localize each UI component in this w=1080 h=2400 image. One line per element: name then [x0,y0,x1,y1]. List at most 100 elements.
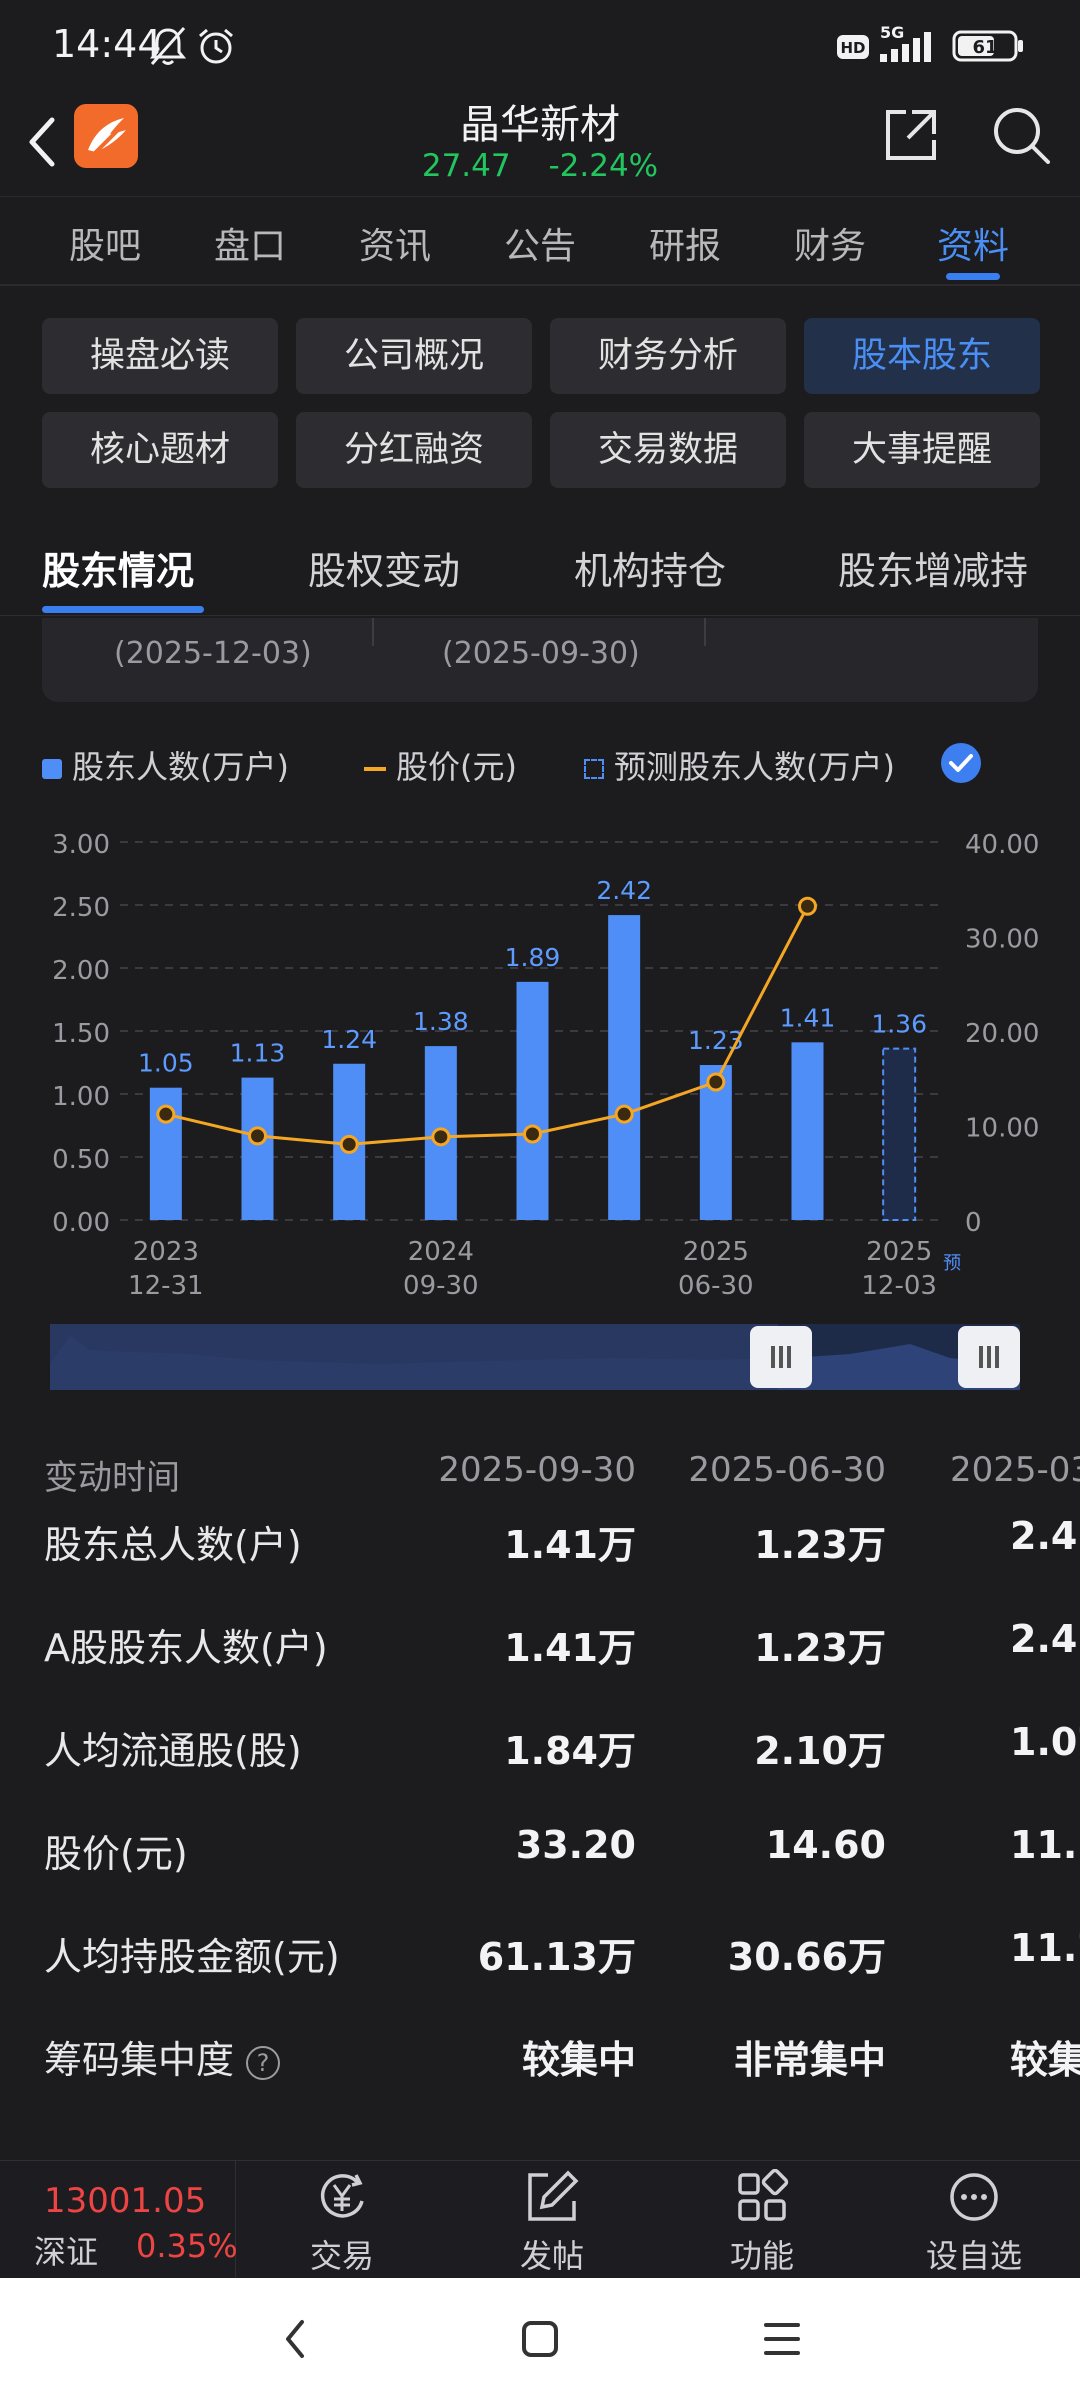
x-tick-label: 2023 [133,1237,199,1267]
row-label: 筹码集中度? [44,2029,281,2084]
chip-hexin-ticai[interactable]: 核心题材 [42,412,278,488]
subtab-jigou-chicang[interactable]: 机构持仓 [574,549,727,593]
legend-price[interactable]: 股价(元) [364,742,517,788]
subtab-guquan-biandong[interactable]: 股权变动 [308,549,461,593]
chip-guben-gudong[interactable]: 股本股东 [804,318,1040,394]
system-back-icon[interactable] [278,2316,314,2362]
chip-gongsi[interactable]: 公司概况 [296,318,532,394]
stock-change: -2.24% [548,148,659,184]
chip-caopan[interactable]: 操盘必读 [42,318,278,394]
main-tab-indicator [946,273,1000,280]
search-icon[interactable] [990,104,1052,166]
row-label: 股价(元) [44,1823,188,1878]
row-value: 1.41万 [504,1523,636,1567]
tab-zixun[interactable]: 资讯 [358,226,431,267]
sub-tabs: 股东情况 股权变动 机构持仓 股东增减持 [0,520,1080,616]
y-left-tick-label: 2.00 [52,956,110,986]
grid-apps-icon [738,2169,789,2221]
price-point [248,1126,267,1146]
bar-value-label: 2.42 [596,876,652,905]
tab-caiwu[interactable]: 财务 [793,226,866,267]
header: 晶华新材 27.47 -2.24% [0,92,1080,196]
nav-functions-button[interactable]: 功能 [682,2161,842,2279]
legend-line-swatch [364,767,386,771]
summary-date-forecast: (2025-12-03) [114,636,312,671]
network-label: 5G [880,23,904,42]
signal-5g-icon: 5G [880,23,931,62]
tab-pankou[interactable]: 盘口 [213,226,286,267]
table-row: 股东总人数(户) 1.41万 1.23万 2.42 [0,1514,1080,1584]
row-value: 2.10万 [754,1729,886,1773]
tab-gonggao[interactable]: 公告 [503,226,576,267]
table-row: 人均流通股(股) 1.84万 2.10万 1.07 [0,1720,1080,1790]
summary-divider [372,618,374,646]
chip-jiaoyi[interactable]: 交易数据 [550,412,786,488]
bar [791,1042,824,1220]
chip-dashi[interactable]: 大事提醒 [804,412,1040,488]
price-line [165,905,809,1146]
main-tabs: 股吧 盘口 资讯 公告 研报 财务 资料 [0,196,1080,286]
nav-trade-button[interactable]: 交易 [262,2161,422,2279]
index-ticker[interactable]: 13001.05 深证 0.35% [0,2161,238,2279]
index-value: 13001.05 [44,2181,207,2221]
y-left-tick-label: 3.00 [52,830,110,860]
battery-level: 61 [972,37,997,58]
y-right-tick-label: 0 [965,1208,982,1238]
chip-fenhong[interactable]: 分红融资 [296,412,532,488]
nav-post-label: 发帖 [519,2237,584,2275]
bar [241,1077,274,1220]
row-label: 股东总人数(户) [44,1514,302,1569]
legend-forecast-swatch [584,759,604,779]
forecast-toggle-check-icon[interactable] [940,742,982,784]
table-row: 股价(元) 33.20 14.60 11. [0,1823,1080,1893]
row-label: A股股东人数(户) [44,1617,328,1672]
row-value: 1.23万 [754,1626,886,1670]
share-icon[interactable] [882,106,940,164]
row-label: 人均持股金额(元) [44,1926,340,1981]
x-tick-label: 2025 [683,1237,749,1267]
table-row: A股股东人数(户) 1.41万 1.23万 2.42 [0,1617,1080,1687]
price-point [431,1127,451,1147]
legend-holders[interactable]: 股东人数(万户) [42,742,289,788]
x-tick-label: 09-30 [403,1271,479,1301]
battery-icon: 61 [952,30,1023,62]
subtab-zengjianchi[interactable]: 股东增减持 [838,549,1029,593]
legend-bar-swatch [42,759,62,779]
hd-label: HD [840,39,865,57]
bar-value-label: 1.13 [230,1039,286,1068]
row-value: 33.20 [515,1823,636,1867]
nav-watchlist-button[interactable]: 设自选 [894,2161,1054,2279]
forecast-bar-value-label: 1.36 [871,1010,927,1039]
summary-date-latest: (2025-09-30) [442,636,640,671]
system-menu-icon[interactable] [762,2316,802,2362]
post-edit-icon [528,2170,579,2221]
forecast-tag: 预 [943,1253,961,1274]
chart-range-slider[interactable] [50,1324,1020,1390]
row-value: 较集中 [521,2038,636,2082]
system-home-icon[interactable] [518,2316,562,2362]
y-right-tick-label: 10.00 [965,1114,1039,1144]
tab-yanbao[interactable]: 研报 [648,226,721,267]
row-value: 1.23万 [754,1523,886,1567]
row-label: 人均流通股(股) [44,1720,302,1775]
slider-handle-left-grip-icon [771,1346,791,1368]
chip-caiwu-fenxi[interactable]: 财务分析 [550,318,786,394]
row-value: 14.60 [765,1823,886,1867]
tab-ziliao[interactable]: 资料 [936,226,1009,267]
stock-quote: 27.47 -2.24% [0,148,1080,184]
y-right-tick-label: 40.00 [965,830,1039,860]
help-icon[interactable]: ? [246,2045,281,2080]
y-left-tick-label: 1.50 [52,1019,110,1049]
legend-forecast[interactable]: 预测股东人数(万户) [584,742,895,788]
back-arrow-icon[interactable] [22,112,62,172]
index-name: 深证 [34,2233,99,2271]
nav-post-button[interactable]: 发帖 [472,2161,632,2279]
x-tick-label: 12-03 [861,1271,937,1301]
y-left-tick-label: 0.00 [52,1208,110,1238]
alarm-icon [199,28,233,64]
table-row: 筹码集中度? 较集中 非常集中 较集 [0,2029,1080,2099]
table-header-col: 2025-09-30 [438,1450,636,1490]
bar-value-label: 1.89 [505,943,561,972]
tab-guba[interactable]: 股吧 [68,226,141,267]
subtab-gudong-qingkuang[interactable]: 股东情况 [42,549,195,593]
